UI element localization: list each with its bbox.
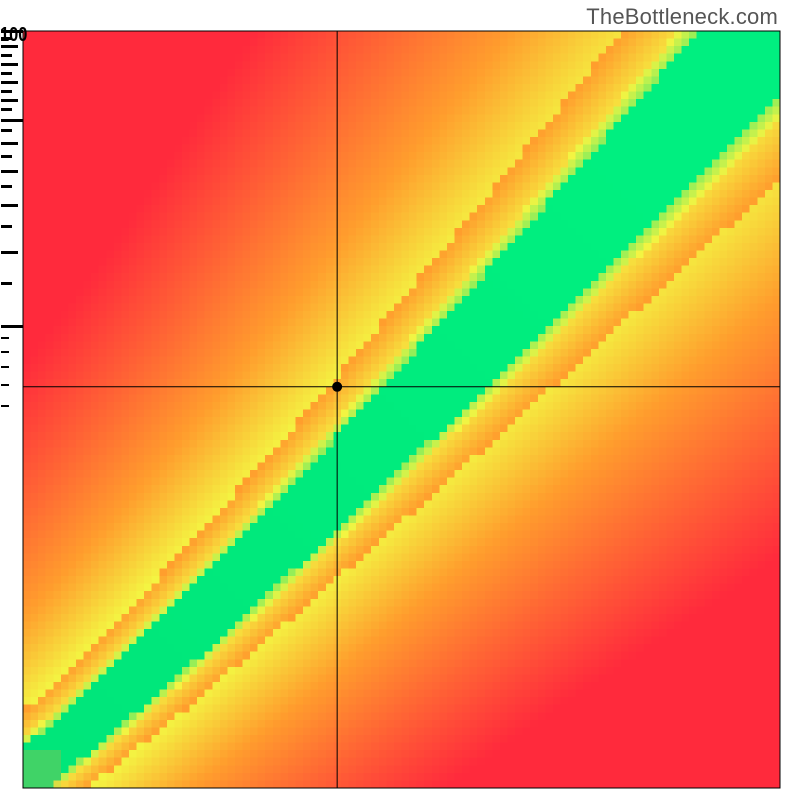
y-axis-100-label: 100 — [0, 30, 27, 40]
watermark-text: TheBottleneck.com — [586, 4, 778, 30]
crosshair-marker — [332, 382, 342, 392]
chart-container: TheBottleneck.com 100 — [0, 0, 800, 800]
plot-border — [23, 31, 780, 788]
overlay-layer — [0, 0, 800, 800]
